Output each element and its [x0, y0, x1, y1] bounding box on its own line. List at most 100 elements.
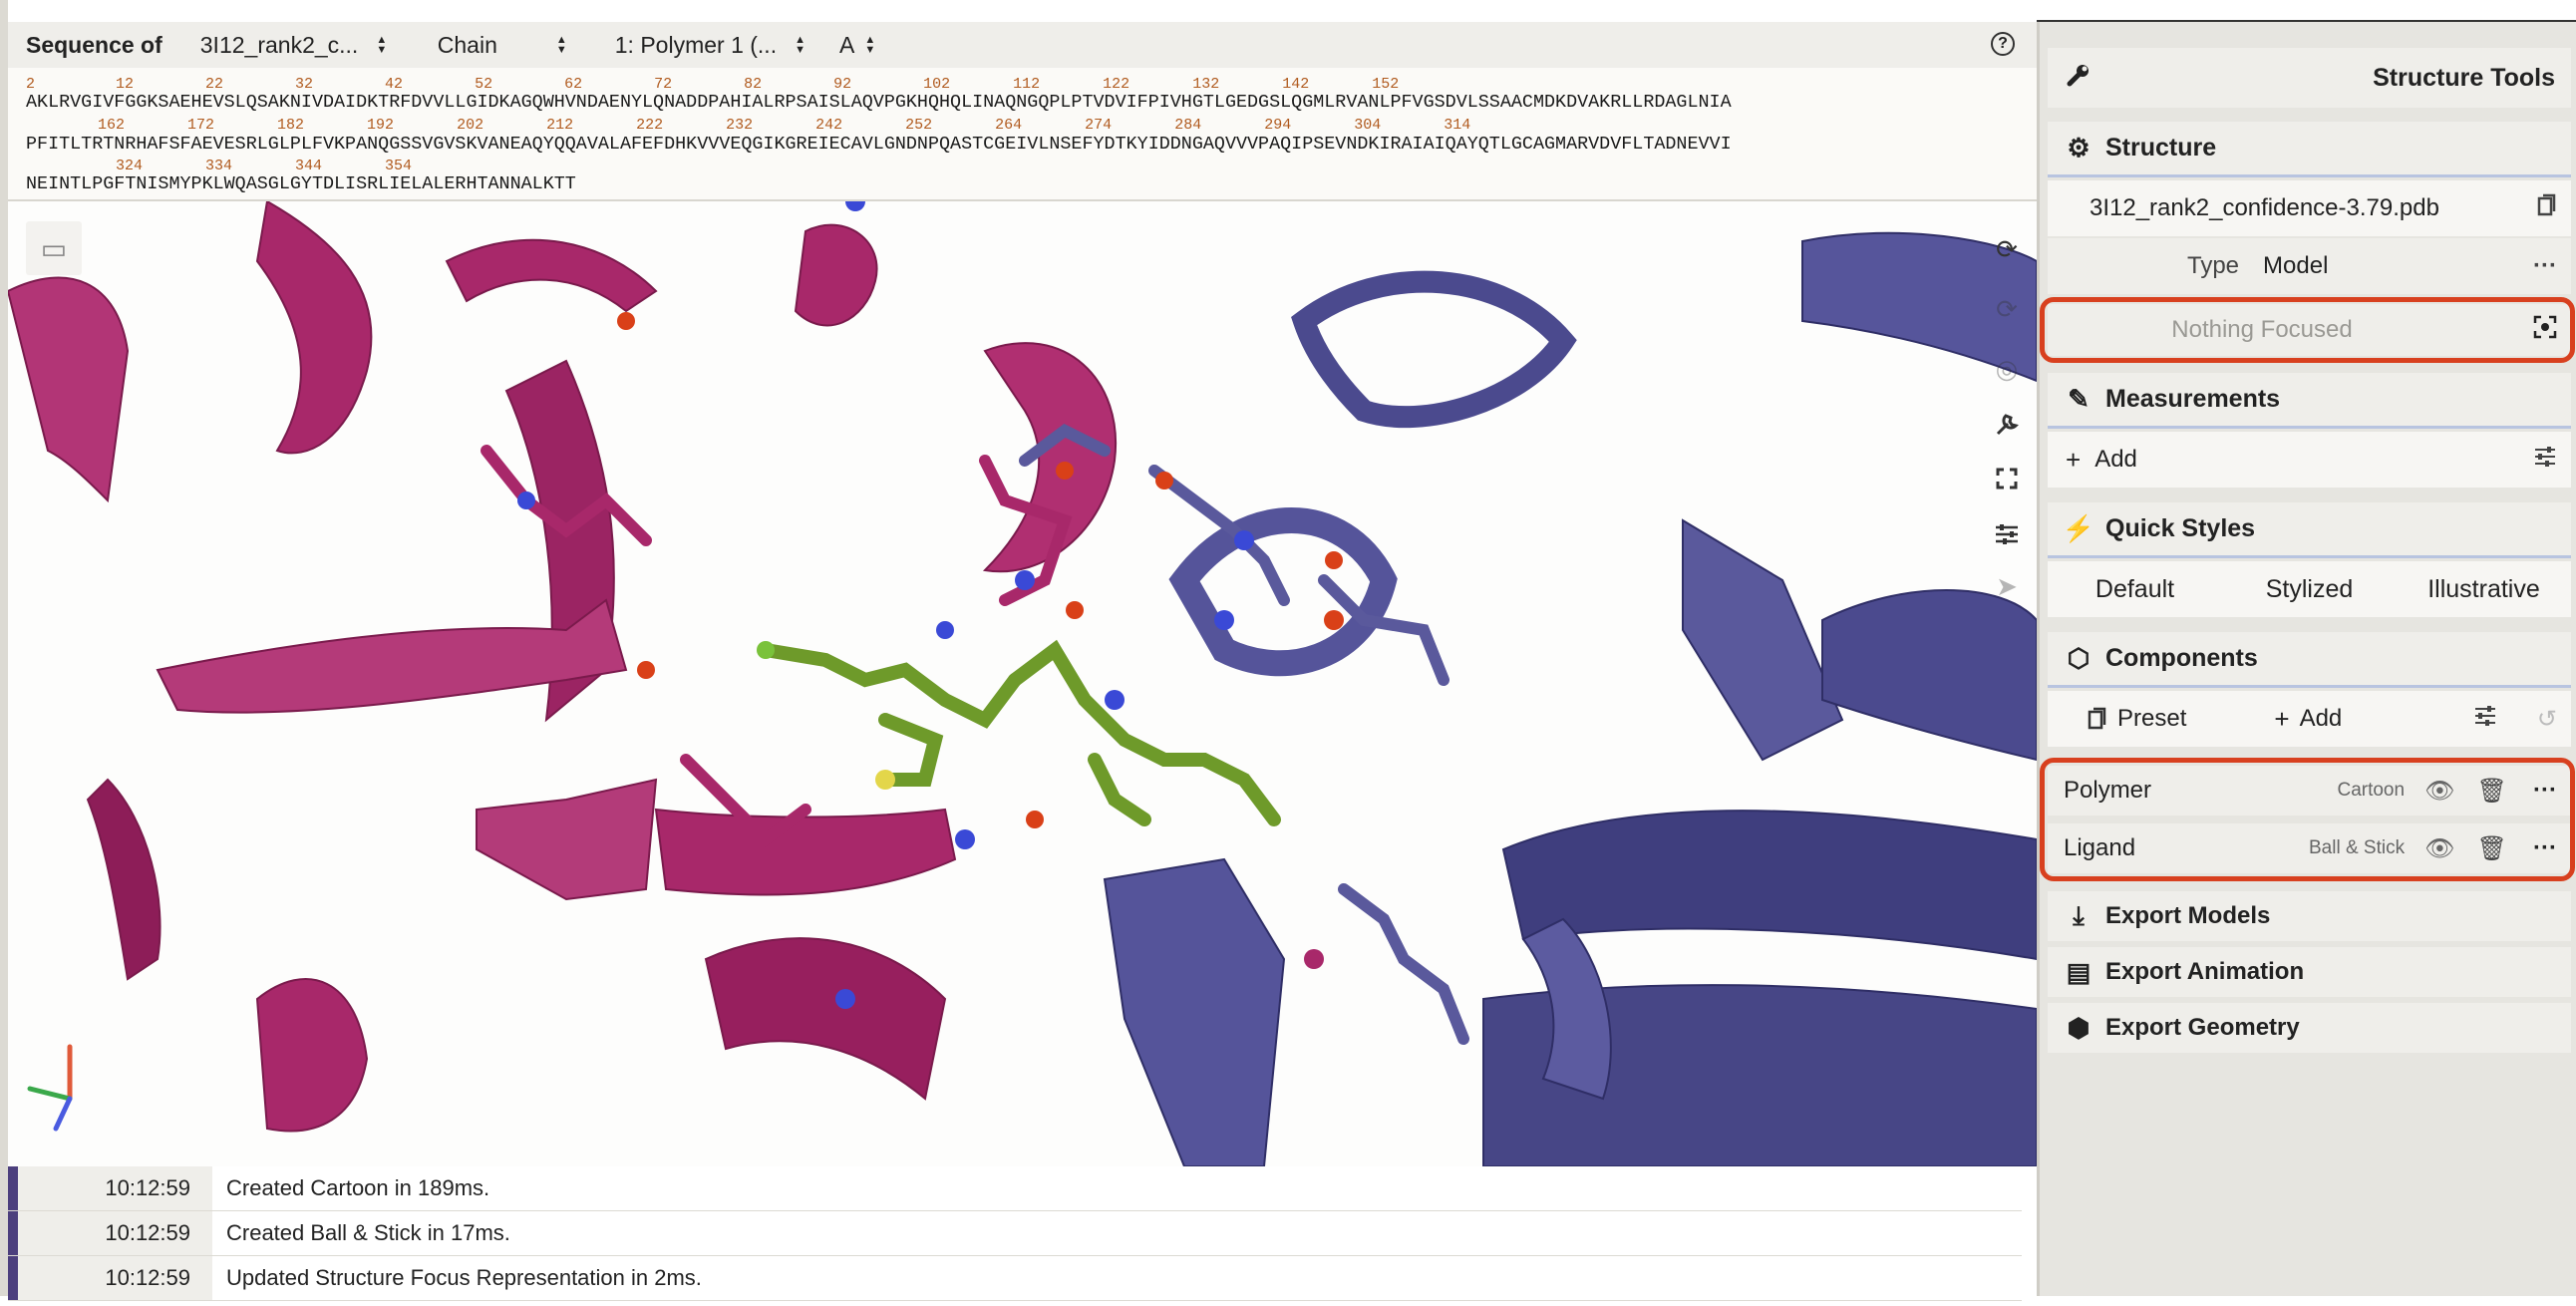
structure-select-value: 3I12_rank2_c... [199, 31, 359, 58]
polymer-select-value: 1: Polymer 1 (... [614, 31, 778, 58]
download-icon: ⤓ [2073, 900, 2085, 930]
help-icon[interactable]: ? [1991, 32, 2015, 56]
eye-icon[interactable]: 👁 [2424, 777, 2455, 805]
plus-icon: + [2066, 444, 2082, 475]
preset-icon [2088, 707, 2106, 730]
eye-icon[interactable]: 👁 [2424, 834, 2455, 862]
components-add-button[interactable]: + Add [2274, 704, 2342, 735]
geometry-cube-icon: ⬢ [2067, 1012, 2091, 1043]
log-marker [8, 1166, 18, 1210]
tools-wrench-icon[interactable] [1983, 401, 2031, 449]
cube-icon: ⬡ [2067, 643, 2091, 673]
main-area: Sequence of 3I12_rank2_c... ▲ ▼ Chain ▲ ▼ … [0, 0, 2037, 1301]
left-border [0, 0, 8, 1296]
molecular-scene[interactable] [8, 201, 2037, 1166]
component-ligand-row[interactable]: Ligand Ball & Stick 👁 🗑 ··· [2048, 823, 2571, 873]
log-entry: 10:12:59 Created Cartoon in 189ms. [8, 1166, 2022, 1211]
focus-row[interactable]: Nothing Focused [2048, 304, 2571, 356]
structure-tools-panel: Structure Tools ⚙ Structure 3I12_rank2_c… [2037, 22, 2576, 1296]
magic-wand-icon: ⚡ [2062, 513, 2095, 543]
mode-select[interactable]: Chain ▲ ▼ [438, 32, 567, 59]
measurements-add-label: Add [2094, 446, 2137, 473]
chain-select[interactable]: A ▲ ▼ [839, 32, 875, 59]
quick-styles-row: Default Stylized Illustrative [2048, 561, 2571, 617]
molecule-viewport[interactable]: ▭ ⟳ ⟳ ◎ ➤ [8, 201, 2037, 1166]
polymer-select[interactable]: 1: Polymer 1 (... ▲ ▼ [615, 32, 805, 59]
component-name: Polymer [2064, 777, 2152, 804]
animation-icon: ▤ [2066, 956, 2092, 987]
log-time: 10:12:59 [18, 1211, 212, 1255]
components-add-label: Add [2299, 705, 2343, 732]
more-icon[interactable]: ··· [2533, 777, 2557, 804]
preset-label: Preset [2117, 705, 2187, 732]
components-toolbar: Preset + Add ↺ [2048, 691, 2571, 747]
sequence-residues[interactable]: PFITLTRTNRHAFSFAEVESRLGLPLFVKPANQGSSVGVS… [26, 134, 1732, 155]
preset-button[interactable]: Preset [2088, 705, 2186, 733]
focus-target-icon[interactable] [2533, 315, 2557, 346]
settings-sliders-icon[interactable] [1983, 510, 2031, 558]
help-glyph: ? [1998, 35, 2008, 52]
sequence-header: Sequence of 3I12_rank2_c... ▲ ▼ Chain ▲ ▼ … [8, 22, 2037, 68]
structure-select[interactable]: 3I12_rank2_c... ▲ ▼ [200, 32, 390, 59]
quick-styles-section-header[interactable]: ⚡ Quick Styles [2048, 502, 2571, 558]
style-illustrative-button[interactable]: Illustrative [2427, 574, 2540, 603]
focus-status: Nothing Focused [2171, 316, 2353, 343]
mode-select-value: Chain [437, 31, 497, 58]
sequence-view[interactable]: 2 12 22 32 42 52 62 72 82 92 102 112 122… [8, 68, 2037, 201]
sequence-residues[interactable]: NEINTLPGFTNISMYPKLWQASGLGYTDLISRLIELALER… [26, 173, 576, 194]
sequence-residues[interactable]: AKLRVGIVFGGKSAEHEVSLQSAKNIVDAIDKTRFDVVLL… [26, 92, 1732, 113]
wrench-icon [2062, 62, 2095, 95]
chain-a-cartoon [8, 201, 1118, 1133]
export-geometry-header[interactable]: ⬢ Export Geometry [2048, 1003, 2571, 1053]
highlight-components [2040, 758, 2575, 881]
structure-section-header[interactable]: ⚙ Structure [2048, 122, 2571, 177]
log-marker [8, 1211, 18, 1255]
log-message: Created Ball & Stick in 17ms. [226, 1220, 510, 1245]
sequence-numbers: 324 334 344 354 [26, 158, 413, 174]
trash-icon[interactable]: 🗑 [2476, 777, 2508, 805]
settings-sliders-icon[interactable] [2533, 446, 2557, 475]
sequence-numbers: 162 172 182 192 202 212 222 232 242 252 … [26, 117, 1471, 134]
structure-file-row[interactable]: 3I12_rank2_confidence-3.79.pdb [2048, 180, 2571, 236]
log-entry: 10:12:59 Created Ball & Stick in 17ms. [8, 1211, 2022, 1256]
screenshot-icon[interactable]: ▭ [26, 221, 82, 275]
chevron-updown-icon: ▲ ▼ [555, 34, 567, 56]
components-header-label: Components [2105, 644, 2258, 672]
fullscreen-icon[interactable] [1983, 455, 2031, 502]
ligand [759, 639, 1281, 826]
sequence-label: Sequence of [26, 31, 162, 58]
axes-indicator [27, 1044, 73, 1132]
component-representation[interactable]: Cartoon [2337, 780, 2406, 801]
trash-icon[interactable]: 🗑 [2476, 834, 2508, 862]
quick-styles-header-label: Quick Styles [2105, 514, 2256, 542]
copy-icon[interactable] [2537, 193, 2557, 224]
components-section-header[interactable]: ⬡ Components [2048, 632, 2571, 688]
type-value[interactable]: Model [2263, 252, 2329, 279]
log-message: Updated Structure Focus Representation i… [226, 1265, 702, 1290]
chain-select-value: A [838, 31, 855, 58]
export-models-header[interactable]: ⤓ Export Models [2048, 891, 2571, 941]
reset-camera-icon[interactable]: ⟳ [1996, 233, 2018, 264]
export-animation-header[interactable]: ▤ Export Animation [2048, 947, 2571, 997]
component-representation[interactable]: Ball & Stick [2308, 837, 2406, 858]
measurements-section-header[interactable]: ✎ Measurements [2048, 373, 2571, 429]
panel-top-border [2037, 20, 2576, 23]
log-marker [8, 1256, 18, 1300]
projection-icon[interactable]: ◎ [1995, 353, 2019, 384]
selection-mode-icon[interactable]: ➤ [1996, 570, 2018, 601]
log-time: 10:12:59 [18, 1256, 212, 1300]
more-icon[interactable]: ··· [2533, 834, 2557, 861]
style-default-button[interactable]: Default [2094, 574, 2175, 603]
component-polymer-row[interactable]: Polymer Cartoon 👁 🗑 ··· [2048, 766, 2571, 816]
history-icon[interactable]: ↺ [2536, 705, 2557, 733]
spin-icon[interactable]: ⟳ [1996, 293, 2018, 324]
chevron-updown-icon: ▲ ▼ [376, 34, 388, 56]
more-icon[interactable]: ··· [2533, 252, 2557, 279]
plus-icon: + [2274, 703, 2290, 734]
style-stylized-button[interactable]: Stylized [2265, 574, 2354, 603]
log-time: 10:12:59 [18, 1166, 212, 1210]
settings-sliders-icon[interactable] [2473, 705, 2497, 734]
structure-type-row: Type Model ··· [2048, 238, 2571, 294]
measurements-add-row[interactable]: + Add [2048, 432, 2571, 488]
sequence-numbers: 2 12 22 32 42 52 62 72 82 92 102 112 122… [26, 76, 1400, 93]
